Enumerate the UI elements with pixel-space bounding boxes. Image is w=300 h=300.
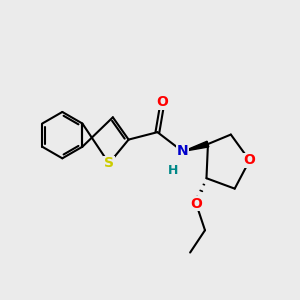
Text: O: O [190, 196, 202, 211]
Text: O: O [157, 95, 168, 110]
Text: O: O [244, 153, 256, 167]
Text: S: S [104, 156, 114, 170]
Text: N: N [177, 145, 188, 158]
Text: H: H [168, 164, 178, 177]
Polygon shape [183, 141, 209, 152]
